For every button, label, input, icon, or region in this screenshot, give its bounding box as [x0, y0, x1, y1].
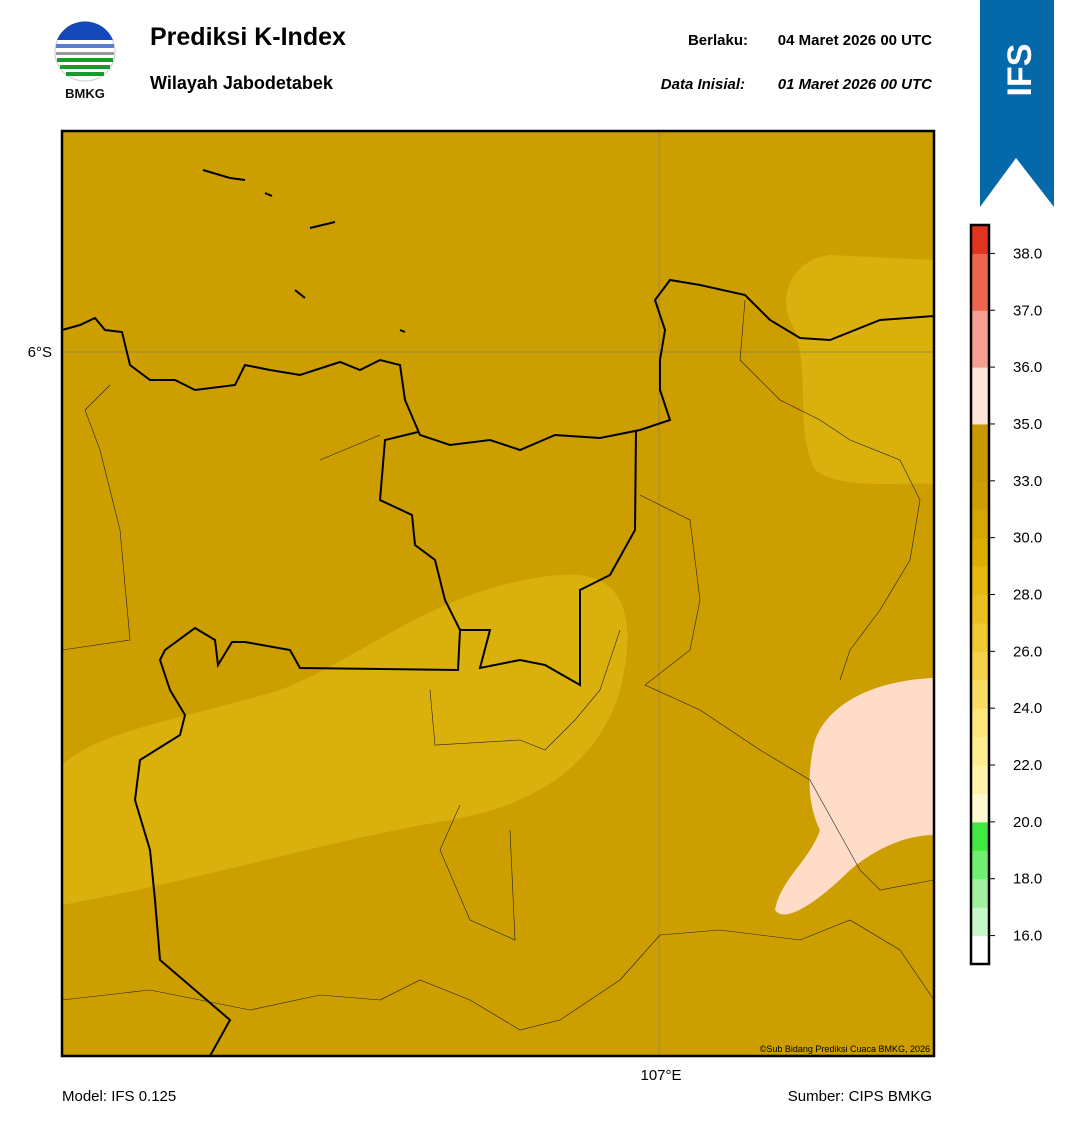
model-text: Model: IFS 0.125	[62, 1088, 176, 1105]
colorbar-tick-label: 33.0	[1013, 473, 1042, 490]
colorbar-tick-label: 35.0	[1013, 416, 1042, 433]
init-time: 01 Maret 2026 00 UTC	[778, 76, 933, 93]
model-badge	[980, 0, 1054, 207]
colorbar-cell	[971, 253, 989, 283]
logo-text: BMKG	[65, 86, 105, 101]
colorbar-cell	[971, 594, 989, 624]
colorbar-cell	[971, 338, 989, 368]
colorbar-cell	[971, 395, 989, 425]
colorbar-cell	[971, 765, 989, 794]
colorbar-cell	[971, 509, 989, 539]
colorbar-tick-label: 18.0	[1013, 871, 1042, 888]
colorbar-cell	[971, 480, 989, 510]
colorbar-tick-label: 36.0	[1013, 359, 1042, 376]
colorbar-cell	[971, 225, 989, 254]
colorbar-tick-label: 26.0	[1013, 643, 1042, 660]
colorbar-cell	[971, 907, 989, 937]
field-band	[786, 255, 934, 484]
colorbar-cell	[971, 651, 989, 681]
lat-label: 6°S	[28, 344, 52, 361]
field-band	[62, 574, 628, 905]
colorbar-tick-label: 37.0	[1013, 302, 1042, 319]
colorbar-cell	[971, 850, 989, 880]
colorbar-tick-label: 30.0	[1013, 530, 1042, 547]
copyright: ©Sub Bidang Prediksi Cuaca BMKG, 2026	[760, 1044, 930, 1054]
subtitle: Wilayah Jabodetabek	[150, 73, 334, 93]
colorbar-tick-label: 38.0	[1013, 245, 1042, 262]
colorbar-cell	[971, 821, 989, 851]
map-frame	[60, 129, 936, 1058]
valid-label: Berlaku:	[688, 32, 748, 49]
colorbar: 16.0 18.0 20.0 22.0 24.0 26.0 28.0 30.0 33.0 35.0…	[969, 223, 1042, 966]
province-border	[378, 429, 637, 687]
colorbar-cell	[971, 679, 989, 709]
district-border	[62, 299, 934, 1031]
colorbar-tick-label: 24.0	[1013, 700, 1042, 717]
colorbar-cell	[971, 566, 989, 595]
title: Prediksi K-Index	[150, 23, 346, 51]
colorbar-tick-label: 16.0	[1013, 928, 1042, 945]
colorbar-cell	[971, 423, 989, 453]
bmkg-logo: BMKG	[54, 21, 116, 101]
map-area: ©Sub Bidang Prediksi Cuaca BMKG, 2026	[62, 131, 934, 1056]
coastline	[62, 278, 934, 452]
field-peach	[775, 678, 934, 915]
colorbar-cell	[971, 878, 989, 908]
colorbar-cell	[971, 622, 989, 652]
colorbar-tick-label: 28.0	[1013, 587, 1042, 604]
colorbar-cell	[971, 310, 989, 340]
colorbar-cell	[971, 281, 989, 311]
colorbar-cell	[971, 367, 989, 397]
source-text: Sumber: CIPS BMKG	[788, 1088, 932, 1105]
colorbar-cell	[971, 708, 989, 738]
colorbar-cell	[971, 736, 989, 766]
colorbar-cell	[971, 452, 989, 482]
badge-text: IFS	[1001, 44, 1039, 97]
island	[202, 169, 406, 333]
colorbar-cell	[971, 793, 989, 823]
init-label: Data Inisial:	[661, 76, 745, 93]
colorbar-cell	[971, 935, 989, 965]
valid-time: 04 Maret 2026 00 UTC	[778, 32, 932, 49]
colorbar-tick-label: 20.0	[1013, 814, 1042, 831]
province-border	[133, 626, 461, 1056]
lon-label: 107°E	[640, 1067, 681, 1084]
colorbar-cell	[971, 537, 989, 567]
colorbar-tick-label: 22.0	[1013, 757, 1042, 774]
